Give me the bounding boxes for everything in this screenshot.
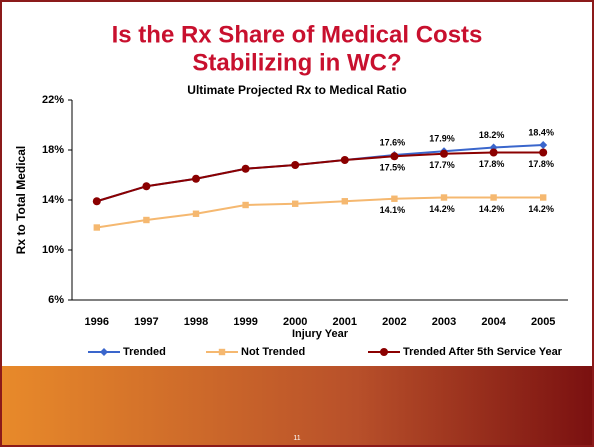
point <box>291 161 300 169</box>
point <box>192 174 200 183</box>
y-tick-label: 14% <box>42 194 64 206</box>
data-label: 17.6% <box>380 137 406 147</box>
x-tick-label: 2003 <box>432 316 456 328</box>
x-tick-label: 2000 <box>283 316 307 328</box>
y-tick-label: 6% <box>48 294 64 306</box>
footer-band <box>0 366 594 447</box>
data-label: 14.2% <box>429 204 455 214</box>
point <box>100 348 108 356</box>
data-label: 18.2% <box>479 130 505 140</box>
point <box>292 200 299 207</box>
point <box>539 141 548 149</box>
x-axis-label: Injury Year <box>292 328 349 340</box>
legend-label: Trended <box>123 346 166 358</box>
y-tick-label: 10% <box>42 244 64 256</box>
point <box>143 216 150 224</box>
series-line <box>96 196 544 229</box>
point <box>489 148 498 157</box>
point <box>241 164 250 173</box>
title-line: Is the Rx Share of Medical Costs <box>112 21 483 48</box>
data-label: 17.8% <box>479 159 505 169</box>
data-label: 17.5% <box>380 163 406 173</box>
legend-label: Not Trended <box>241 346 305 358</box>
x-tick-label: 2004 <box>481 316 506 328</box>
x-tick-label: 1999 <box>233 316 257 328</box>
data-label: 14.2% <box>479 204 505 214</box>
point <box>242 201 249 209</box>
legend-label: Trended After 5th Service Year <box>403 346 563 358</box>
point <box>390 152 399 161</box>
x-tick-label: 2005 <box>531 316 555 328</box>
y-axis-label: Rx to Total Medical <box>14 146 28 254</box>
point <box>440 194 448 201</box>
page-number: 11 <box>293 435 300 442</box>
data-label: 17.9% <box>429 134 455 144</box>
x-tick-label: 2002 <box>382 316 406 328</box>
data-label: 14.1% <box>380 205 406 215</box>
y-tick-label: 18% <box>42 144 64 156</box>
point <box>380 348 388 356</box>
data-label: 17.7% <box>429 160 455 170</box>
point <box>490 194 497 201</box>
point <box>391 195 398 202</box>
series-line <box>96 151 544 203</box>
title-line: Stabilizing in WC? <box>192 49 401 76</box>
point <box>341 198 348 205</box>
point <box>142 182 151 191</box>
point <box>440 149 448 158</box>
point <box>540 194 547 201</box>
point <box>92 197 101 206</box>
chart-subtitle: Ultimate Projected Rx to Medical Ratio <box>187 83 406 97</box>
data-label: 17.8% <box>528 159 554 169</box>
point <box>192 210 200 217</box>
point <box>218 348 226 356</box>
data-label: 18.4% <box>528 127 554 137</box>
x-tick-label: 1997 <box>134 316 158 328</box>
x-tick-label: 1998 <box>184 316 208 328</box>
y-tick-label: 22% <box>42 94 64 106</box>
point <box>539 148 548 157</box>
x-tick-label: 2001 <box>333 316 357 328</box>
point <box>93 224 100 231</box>
data-label: 14.2% <box>528 204 554 214</box>
x-tick-label: 1996 <box>85 316 109 328</box>
point <box>340 156 349 164</box>
